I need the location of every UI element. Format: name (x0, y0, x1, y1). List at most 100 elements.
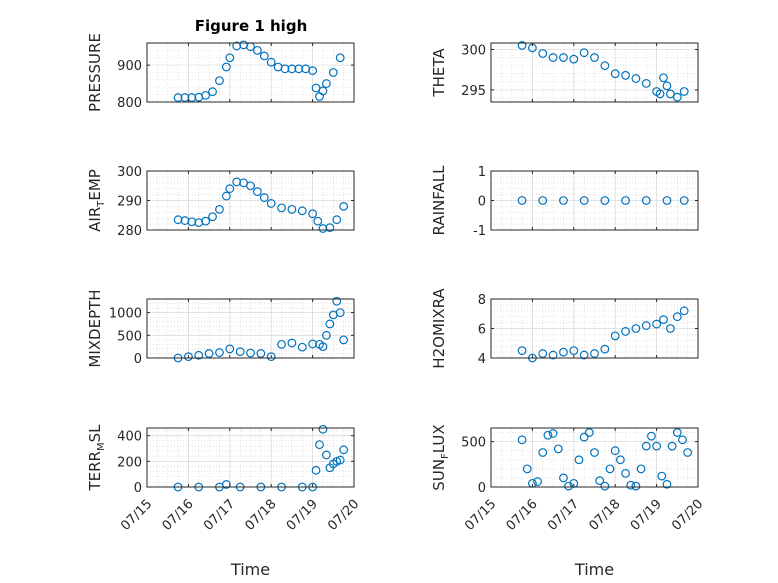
data-point (173, 93, 183, 102)
data-point (631, 74, 641, 83)
data-point (335, 53, 345, 63)
data-point (173, 215, 183, 225)
data-point (215, 348, 224, 357)
data-point (548, 53, 558, 62)
data-point (322, 330, 331, 340)
data-point (564, 481, 574, 491)
data-point (559, 347, 568, 357)
data-point (538, 196, 548, 205)
data-point (679, 87, 689, 96)
data-point (246, 181, 255, 191)
data-point (183, 352, 193, 362)
data-point (266, 199, 276, 208)
y-axis-label: AIRTEMP (86, 169, 107, 232)
data-point (569, 346, 579, 356)
data-point (548, 429, 558, 438)
data-point (277, 203, 286, 213)
data-point (287, 64, 297, 74)
data-point (215, 76, 224, 86)
data-point (311, 465, 321, 475)
y-axis-label-subscript: F (440, 453, 451, 459)
data-point (615, 455, 625, 465)
data-point (641, 79, 651, 88)
data-point (631, 324, 641, 333)
data-point (543, 430, 553, 440)
data-point (266, 352, 276, 362)
data-point (225, 344, 235, 354)
data-point (600, 344, 610, 354)
data-point (584, 428, 594, 437)
data-point (641, 441, 651, 451)
data-point (621, 468, 630, 478)
subplot-h2omixra: 4 6 8 H2OMIXRA (430, 288, 699, 369)
data-point (553, 444, 563, 454)
y-tick-label: 280 (117, 224, 142, 239)
axes-box (146, 427, 355, 488)
data-point (332, 215, 342, 225)
data-point (626, 480, 636, 490)
data-point (662, 81, 672, 91)
y-tick-label: 900 (117, 59, 142, 74)
y-tick-label: 300 (117, 165, 142, 180)
data-point (325, 223, 335, 233)
data-point (517, 435, 527, 445)
subplot-air-temp: 280 290 300 AIRTEMP (86, 165, 355, 239)
data-point (235, 347, 245, 357)
data-point (657, 471, 667, 481)
data-point (610, 446, 620, 456)
y-tick-label: 0 (134, 481, 142, 496)
y-axis-label: H2OMIXRA (430, 288, 448, 369)
x-axis-label: Time (230, 560, 270, 579)
y-tick-label: 6 (478, 323, 486, 338)
y-tick-label: 500 (461, 436, 486, 451)
y-axis-label: THETA (430, 48, 448, 98)
data-point (187, 93, 197, 102)
y-tick-label: 300 (461, 43, 486, 58)
data-point (574, 455, 584, 465)
data-point (187, 217, 197, 227)
data-point (600, 61, 610, 71)
data-point (332, 296, 342, 306)
data-point (590, 53, 599, 62)
y-axis-label-subscript: T (96, 200, 107, 208)
data-point (579, 350, 589, 360)
subplot-pressure: 800 900 PRESSURE (86, 33, 355, 112)
data-point (559, 53, 568, 62)
data-point (636, 464, 646, 474)
axes-box (490, 42, 699, 103)
y-tick-label: 0 (478, 195, 486, 210)
y-axis-label: MIXDEPTH (86, 289, 104, 367)
data-point (559, 196, 568, 205)
data-point (672, 428, 682, 437)
data-point (590, 349, 599, 358)
data-point (308, 66, 318, 76)
data-point (208, 212, 217, 222)
data-point (180, 93, 190, 102)
data-point (662, 479, 672, 489)
figure-title: Figure 1 high (195, 17, 308, 35)
data-point (225, 184, 235, 194)
x-axis-label: Time (574, 560, 614, 579)
y-tick-label: 1 (478, 165, 486, 180)
y-tick-label: 800 (117, 96, 142, 111)
y-axis-label: TERRMSL (86, 424, 107, 492)
data-point (277, 339, 286, 349)
data-point (600, 196, 610, 205)
y-tick-label: 8 (478, 293, 486, 308)
data-point (313, 216, 323, 226)
axes-background (491, 428, 698, 487)
data-point (679, 306, 689, 316)
y-tick-label: 4 (478, 352, 486, 367)
data-point (221, 191, 231, 201)
data-point (325, 319, 335, 329)
data-point (548, 350, 558, 360)
data-point (204, 349, 214, 358)
data-point (308, 339, 318, 349)
data-point (641, 321, 651, 330)
data-point (678, 435, 687, 445)
data-point (318, 342, 328, 352)
data-point (652, 319, 661, 329)
data-point (339, 445, 349, 455)
subplot-theta: 295 300 THETA (430, 41, 699, 103)
